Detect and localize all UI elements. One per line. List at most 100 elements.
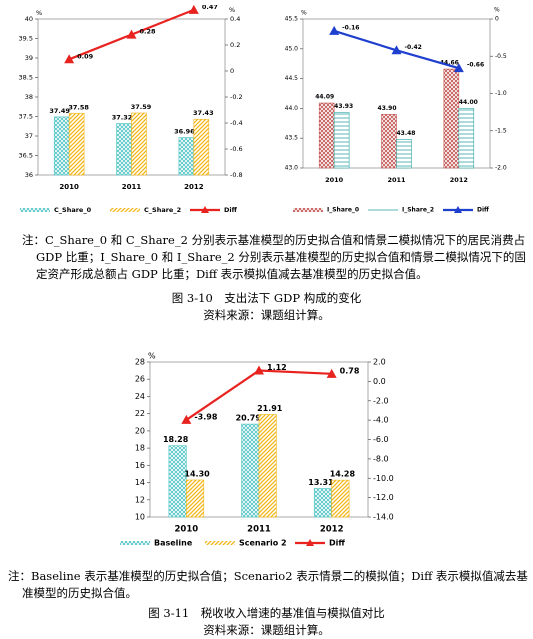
marker: [64, 54, 75, 64]
x-tick-label: 2012: [320, 525, 344, 535]
value-label: 43.90: [378, 105, 397, 112]
x-tick-label: 2011: [387, 176, 406, 184]
y2-tick-label: -0.2: [230, 93, 243, 101]
y2-tick-label: -12.0: [373, 493, 394, 502]
value-label: 0.09: [77, 52, 94, 60]
y2-tick-label: -6.0: [373, 435, 389, 444]
x-tick-label: 2012: [184, 183, 204, 191]
bar: [396, 139, 412, 169]
value-label: -0.66: [467, 62, 484, 69]
y-tick-label: 39.5: [19, 35, 33, 43]
y-tick-label: 44.5: [285, 75, 299, 82]
legend-swatch: [110, 208, 140, 212]
bar: [313, 488, 332, 518]
legend-label: I_Share_2: [402, 207, 434, 214]
marker: [126, 29, 137, 39]
y-tick-label: 45.5: [285, 16, 299, 23]
legend-label: I_Share_0: [327, 207, 359, 214]
y2-tick-label: 2.0: [373, 358, 386, 367]
y-tick-label: 38.5: [19, 74, 33, 82]
y-tick-label: 16: [135, 461, 145, 470]
y-tick-label: 14: [135, 478, 145, 487]
source: 资料来源：课题组计算。: [203, 623, 330, 637]
marker: [391, 45, 402, 55]
y2-tick-label: -0.6: [230, 145, 243, 153]
bar: [333, 112, 350, 169]
x-tick-label: 2011: [122, 183, 142, 191]
y-tick-label: 43.0: [285, 165, 299, 172]
bar: [331, 479, 350, 518]
chart: 43.0 43.5 44.0 44.5 45.0 45.5 -2.0 -1.5 -1.0 -0.5…: [285, 7, 507, 214]
y-tick-label: 12: [135, 495, 145, 504]
legend-label: Diff: [224, 206, 238, 214]
value-label: 37.43: [193, 109, 214, 117]
legend-swatch: [201, 206, 209, 213]
bar: [443, 68, 460, 169]
bar: [168, 445, 187, 518]
y2-tick-label: -2.0: [495, 165, 507, 172]
value-label: -3.98: [194, 412, 217, 421]
y2-tick-label: 0.2: [230, 41, 240, 49]
value-label: 0.47: [202, 5, 218, 11]
y2-tick-label: -0.5: [495, 53, 507, 60]
value-label: 0.78: [340, 366, 360, 375]
bar: [53, 116, 70, 176]
legend-swatch: [454, 206, 462, 213]
bar: [381, 114, 397, 169]
value-label: 37.59: [131, 103, 152, 111]
y2-tick-label: -2.0: [373, 396, 389, 405]
bar: [186, 479, 205, 518]
y-tick-label: 37.5: [19, 113, 33, 121]
source: 资料来源：课题组计算。: [203, 308, 330, 322]
y-tick-label: 40: [25, 15, 33, 23]
y-tick-label: 36: [25, 171, 33, 179]
bar: [131, 112, 147, 176]
value-label: 20.79: [236, 414, 262, 423]
value-label: 37.32: [112, 114, 133, 122]
legend-swatch: [293, 208, 323, 212]
marker: [254, 365, 264, 375]
y2-tick-label: -4.0: [373, 416, 389, 425]
bar: [178, 137, 195, 176]
value-label: -0.42: [405, 44, 422, 51]
legend-label: Diff: [329, 539, 345, 548]
bar: [68, 113, 85, 176]
y2-tick-label: -10.0: [373, 474, 394, 483]
y2-tick-label: -1.0: [495, 90, 507, 97]
y-tick-label: 22: [135, 409, 145, 418]
bar: [458, 108, 475, 169]
marker: [188, 5, 199, 14]
marker: [329, 25, 340, 35]
x-tick-label: 2010: [174, 525, 198, 535]
y-tick-label: 43.5: [285, 135, 299, 142]
value-label: 36.96: [174, 128, 195, 136]
note: 注：C_Share_0 和 C_Share_2 分别表示基准模型的历史拟合值和情…: [22, 233, 526, 281]
y-tick-label: 28: [135, 358, 145, 367]
value-label: 13.31: [308, 478, 334, 487]
chart: 36 36.5 37 37.5 38 38.5 39 39.5 40 -0.8 -0.6 -0.4 -0…: [19, 5, 243, 214]
marker: [453, 63, 464, 73]
value-label: 14.28: [330, 470, 356, 479]
value-label: 44.66: [440, 60, 459, 67]
value-label: 21.91: [257, 404, 283, 413]
legend-swatch: [205, 541, 235, 545]
caption: 图 3-11 税收收入增速的基准值与模拟值对比: [148, 606, 385, 620]
value-label: 37.49: [49, 107, 70, 115]
y-tick-label: 39: [25, 54, 33, 62]
marker: [181, 414, 192, 424]
y2-tick-label: -0.4: [230, 119, 243, 127]
x-tick-label: 2010: [325, 176, 344, 184]
y2-tick-label: -14.0: [373, 513, 394, 522]
y2-tick-label: -1.5: [495, 127, 507, 134]
value-label: 14.30: [184, 469, 210, 478]
y-tick-label: 18: [135, 444, 145, 453]
y-tick-label: 10: [135, 513, 145, 522]
value-label: 44.00: [459, 99, 478, 106]
x-tick-label: 2012: [450, 176, 468, 184]
legend-label: Diff: [477, 207, 489, 214]
y-unit: %: [148, 352, 156, 361]
legend-swatch: [368, 208, 398, 212]
value-label: 37.58: [68, 103, 89, 111]
legend-swatch: [120, 541, 150, 545]
legend-swatch: [20, 208, 50, 212]
